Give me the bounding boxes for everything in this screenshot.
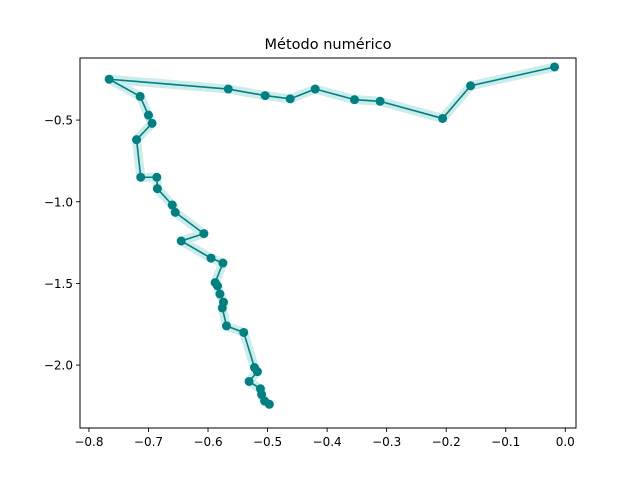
data-point — [152, 184, 162, 194]
data-points — [104, 62, 560, 409]
plot-frame — [79, 57, 577, 429]
data-point — [176, 236, 186, 246]
data-point — [260, 91, 270, 101]
data-point — [239, 327, 249, 337]
x-tick-label: −0.5 — [253, 435, 282, 449]
x-tick-label: −0.3 — [372, 435, 401, 449]
data-point — [135, 91, 145, 101]
data-point — [218, 258, 228, 268]
data-point — [132, 135, 142, 145]
y-axis: −2.0 −1.5 −1.0 −0.5 — [44, 114, 80, 373]
y-tick-label: −1.5 — [44, 277, 73, 291]
x-tick-label: −0.1 — [491, 435, 520, 449]
y-tick-label: −2.0 — [44, 359, 73, 373]
data-point — [170, 207, 180, 217]
y-tick-label: −1.0 — [44, 195, 73, 209]
data-point — [264, 399, 274, 409]
data-point — [550, 62, 560, 72]
x-axis: −0.8 −0.7 −0.6 −0.5 −0.4 −0.3 −0.2 −0.1 0.0 — [74, 428, 575, 449]
data-point — [244, 376, 254, 386]
y-tick-label: −0.5 — [44, 114, 73, 128]
x-tick-label: −0.2 — [432, 435, 461, 449]
data-point — [252, 367, 262, 377]
data-point — [217, 303, 227, 313]
data-point — [466, 81, 476, 91]
x-tick-label: −0.6 — [193, 435, 222, 449]
data-point — [167, 200, 177, 210]
data-point — [221, 321, 231, 331]
data-point — [152, 172, 162, 182]
data-point — [136, 172, 146, 182]
x-tick-label: −0.7 — [134, 435, 163, 449]
data-point — [285, 94, 295, 104]
data-point — [147, 118, 157, 128]
x-tick-label: −0.4 — [313, 435, 342, 449]
data-point — [206, 253, 216, 263]
data-point — [104, 74, 114, 84]
data-point — [310, 84, 320, 94]
data-point — [438, 113, 448, 123]
data-point — [215, 289, 225, 299]
data-point — [223, 84, 233, 94]
data-point — [350, 95, 359, 105]
data-point — [199, 229, 209, 239]
data-point — [213, 281, 223, 291]
data-point — [143, 110, 153, 120]
data-point — [375, 96, 385, 106]
x-tick-label: −0.8 — [74, 435, 103, 449]
x-tick-label: 0.0 — [556, 435, 575, 449]
chart-title: Método numérico — [265, 37, 392, 53]
